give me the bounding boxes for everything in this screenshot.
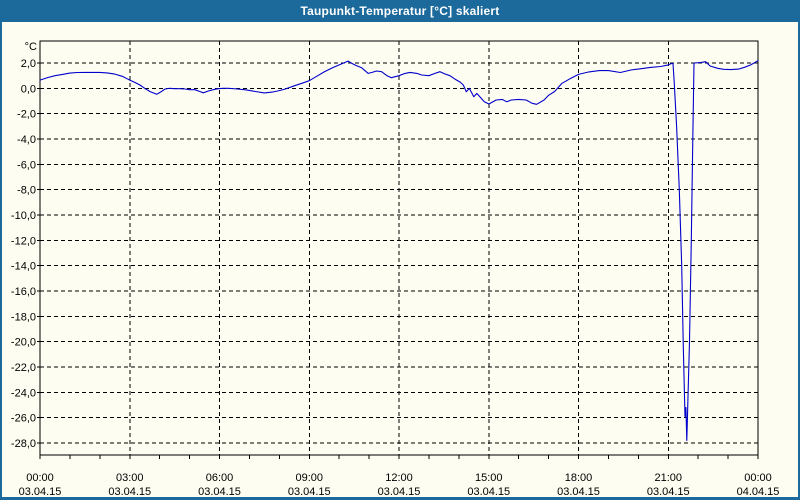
x-axis-date-label: 03.04.15 (557, 486, 600, 497)
y-axis-label: -10,0 (11, 210, 36, 222)
y-axis-label: -6,0 (17, 159, 36, 171)
y-axis-label: 2,0 (21, 58, 36, 70)
y-axis-label: -12,0 (11, 235, 36, 247)
y-axis-label: -4,0 (17, 134, 36, 146)
x-axis-date-label: 03.04.15 (19, 486, 62, 497)
x-axis-time-label: 21:00 (654, 472, 682, 484)
x-axis-time-label: 15:00 (475, 472, 503, 484)
chart-title: Taupunkt-Temperatur [°C] skaliert (300, 4, 500, 18)
series-line (39, 60, 759, 442)
y-axis-label: -14,0 (11, 261, 36, 273)
y-axis-label: -28,0 (11, 438, 36, 450)
y-axis-label: -22,0 (11, 362, 36, 374)
y-axis-label: -20,0 (11, 337, 36, 349)
x-axis-date-label: 03.04.15 (288, 486, 331, 497)
y-axis-label: -24,0 (11, 387, 36, 399)
x-axis-time-label: 06:00 (206, 472, 234, 484)
x-axis-time-label: 12:00 (385, 472, 413, 484)
x-axis-time-label: 09:00 (295, 472, 323, 484)
y-axis-label: 0,0 (21, 83, 36, 95)
y-axis-label: -16,0 (11, 286, 36, 298)
x-axis-date-label: 04.04.15 (737, 486, 780, 497)
title-bar: Taupunkt-Temperatur [°C] skaliert (2, 0, 798, 22)
x-axis-time-label: 00:00 (744, 472, 772, 484)
y-axis-label: -2,0 (17, 109, 36, 121)
x-axis-date-label: 03.04.15 (198, 486, 241, 497)
x-axis-time-label: 18:00 (565, 472, 593, 484)
x-axis-date-label: 03.04.15 (378, 486, 421, 497)
y-axis-label: -8,0 (17, 185, 36, 197)
y-axis-unit-label: °C (25, 41, 37, 53)
y-axis-label: -26,0 (11, 413, 36, 425)
y-axis-label: -18,0 (11, 311, 36, 323)
x-axis-time-label: 00:00 (26, 472, 54, 484)
x-axis-time-label: 03:00 (116, 472, 144, 484)
chart-canvas: 2,0 0,0 -2,0 -4,0 -6,0 -8,0 -10,0 -12,0 -14,0 -16… (11, 40, 780, 497)
x-axis-date-label: 03.04.15 (647, 486, 690, 497)
x-axis-date-label: 03.04.15 (108, 486, 151, 497)
x-axis-date-label: 03.04.15 (467, 486, 510, 497)
